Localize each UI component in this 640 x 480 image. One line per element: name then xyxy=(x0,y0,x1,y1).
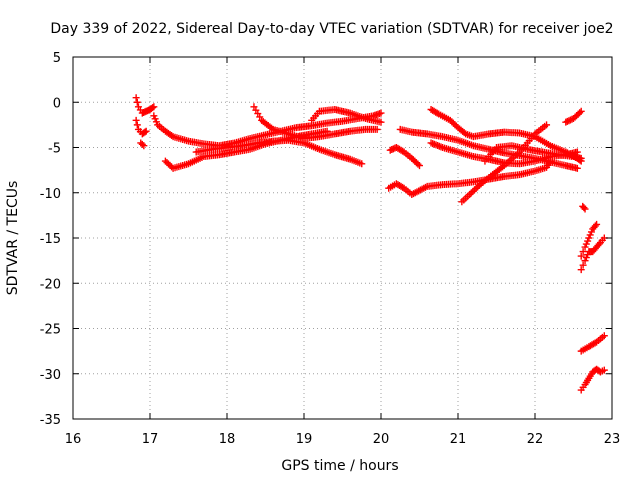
series-track-m xyxy=(427,105,585,165)
data-point xyxy=(414,160,422,168)
data-point xyxy=(416,162,423,170)
series-track-f xyxy=(192,136,366,168)
series-track-r xyxy=(577,234,608,274)
data-point xyxy=(581,205,589,213)
data-point xyxy=(600,366,608,374)
data-point xyxy=(573,148,581,156)
data-point xyxy=(133,98,141,106)
data-point xyxy=(138,140,146,148)
series-track-g xyxy=(250,103,381,142)
series-track-u xyxy=(577,365,608,394)
data-point xyxy=(562,118,570,126)
data-point xyxy=(377,109,385,117)
data-point xyxy=(579,248,587,256)
data-point xyxy=(132,94,140,102)
data-point xyxy=(358,160,366,168)
x-tick-label: 21 xyxy=(450,432,467,447)
data-point xyxy=(565,117,573,125)
x-tick-label: 19 xyxy=(296,432,313,447)
x-tick-label: 23 xyxy=(604,432,621,447)
y-tick-label: 0 xyxy=(53,96,61,111)
y-tick-label: -10 xyxy=(40,187,61,202)
x-tick-label: 16 xyxy=(65,432,82,447)
data-point xyxy=(132,116,140,124)
data-point xyxy=(573,164,581,172)
series-track-b xyxy=(132,116,150,138)
data-point xyxy=(591,222,599,230)
y-tick-label: -15 xyxy=(40,232,61,247)
series-track-h xyxy=(308,105,385,126)
data-point xyxy=(149,104,157,112)
y-tick-label: -25 xyxy=(40,323,61,338)
series-track-e xyxy=(161,127,331,172)
data-point xyxy=(377,118,385,126)
series-track-p xyxy=(562,107,585,126)
series-track-a xyxy=(132,94,158,117)
data-point xyxy=(600,332,608,340)
y-tick-label: 5 xyxy=(53,51,61,66)
x-tick-label: 17 xyxy=(142,432,159,447)
data-point xyxy=(577,107,585,115)
data-point xyxy=(563,117,571,125)
data-point xyxy=(133,121,141,129)
y-tick-label: -5 xyxy=(48,142,61,157)
x-tick-label: 18 xyxy=(219,432,236,447)
y-axis-label: SDTVAR / TECUs xyxy=(5,181,21,296)
series-track-i xyxy=(386,144,423,170)
data-point xyxy=(142,127,150,135)
data-point xyxy=(580,204,588,212)
y-tick-label: -20 xyxy=(40,277,61,292)
series-track-q xyxy=(579,202,589,213)
chart-title: Day 339 of 2022, Sidereal Day-to-day VTE… xyxy=(50,21,613,37)
y-tick-label: -35 xyxy=(40,413,61,428)
data-point xyxy=(140,142,148,150)
data-point xyxy=(577,154,585,162)
data-point xyxy=(150,103,158,111)
x-axis-label: GPS time / hours xyxy=(281,458,398,474)
x-tick-label: 20 xyxy=(373,432,390,447)
data-point xyxy=(579,261,587,269)
data-point xyxy=(577,266,585,274)
series-track-t xyxy=(577,332,608,355)
data-point xyxy=(141,128,149,136)
series-track-o xyxy=(481,142,585,165)
axis-layer: 16 17 18 19 20 21 22 23 5 0 -5 -10 -15 -20 -25 -30 -35 xyxy=(40,51,621,447)
data-point xyxy=(577,252,585,260)
data-point xyxy=(566,116,574,124)
data-point xyxy=(543,121,551,129)
data-point xyxy=(595,240,603,248)
data-point xyxy=(373,125,381,133)
data-point xyxy=(593,220,601,228)
series-track-s xyxy=(577,220,601,260)
data-point xyxy=(576,109,584,117)
grid-layer xyxy=(73,57,612,419)
data-layer xyxy=(132,94,608,394)
x-tick-label: 22 xyxy=(527,432,544,447)
y-tick-label: -30 xyxy=(40,368,61,383)
series-track-c xyxy=(137,139,148,150)
